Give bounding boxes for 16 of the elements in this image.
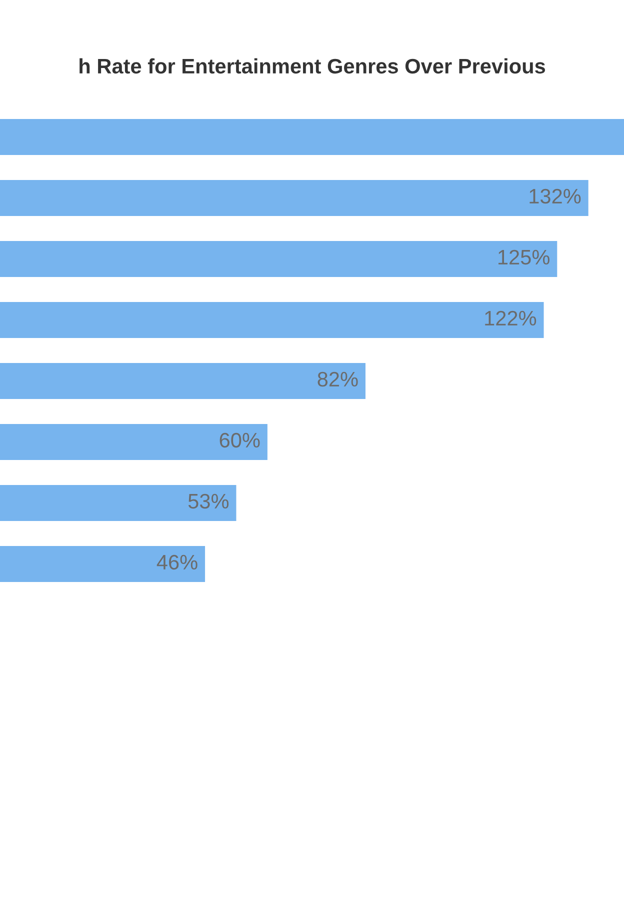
- bar: [0, 119, 624, 155]
- data-label: 122%: [485, 310, 536, 326]
- data-label: 53%: [188, 494, 229, 509]
- bar: [0, 180, 588, 216]
- data-label: 125%: [498, 250, 550, 265]
- bar: [0, 241, 558, 277]
- bar: [0, 302, 544, 338]
- bar: [0, 363, 366, 399]
- data-label: 60%: [220, 432, 260, 448]
- data-label: 132%: [530, 188, 581, 204]
- bar: [0, 424, 268, 460]
- data-label: 82%: [318, 372, 358, 387]
- data-label: 46%: [156, 554, 198, 570]
- chart-title: h Rate for Entertainment Genres Over Previous: [80, 58, 546, 74]
- bar: [0, 485, 236, 521]
- bar: [0, 546, 206, 582]
